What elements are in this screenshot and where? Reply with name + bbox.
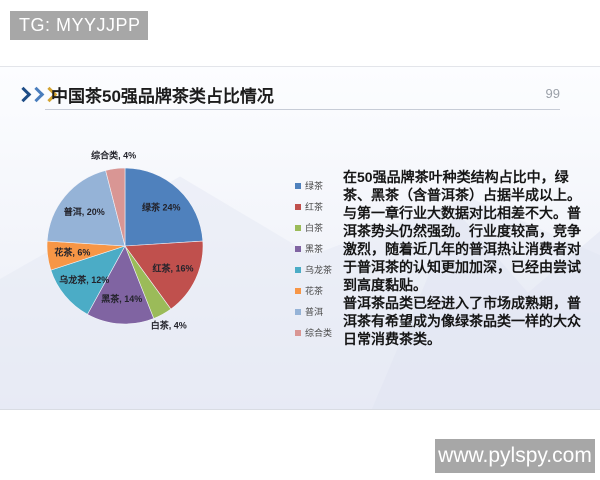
legend-swatch [295,329,301,336]
legend-swatch [295,287,301,294]
legend-label: 花茶 [305,286,324,296]
pie-slice [87,245,155,325]
legend-label: 乌龙茶 [305,265,333,275]
pie-chart: 绿茶 24% 红茶, 16% 白茶, 4% 黑茶, 14% 乌龙茶, 12% 花茶, 6%… [46,150,204,331]
analysis-paragraph: 在50强品牌茶叶种类结构占比中，绿茶、黑茶（含普洱茶）占据半成以上。与第一章行业… [343,169,581,293]
legend-swatch [295,245,301,252]
pie-slice-label: 普洱, 20% [64,206,105,217]
pie-slice-label: 黑茶, 14% [101,293,142,304]
telegram-watermark-text: TG: MYYJJPP [19,15,141,35]
pie-slice [105,167,126,247]
pie-slice-label: 综合类, 4% [91,150,136,161]
legend-label: 白茶 [305,223,324,233]
pie-slice [124,240,204,310]
pie-slice [46,170,126,247]
triple-chevron-icon [15,86,58,103]
legend-swatch [295,203,301,210]
pie-slice-label: 红茶, 16% [152,263,193,274]
legend-label: 黑茶 [305,244,324,254]
legend-label: 红茶 [305,202,324,212]
legend-item: 白茶 [295,221,332,234]
website-watermark-badge: www.pylspy.com [435,439,595,473]
legend-item: 普洱 [295,305,332,318]
pie-slice-label: 乌龙茶, 12% [59,274,109,285]
slide-canvas: 中国茶50强品牌茶类占比情况 99 绿茶 24% 红茶, 16% 白茶, 4% 黑茶,… [0,66,600,410]
pie-slice [124,167,204,247]
analysis-paragraph: 普洱茶品类已经进入了市场成熟期，普洱茶有希望成为像绿茶品类一样的大众日常消费茶类… [343,295,581,347]
title-divider [45,109,560,110]
slide-title: 中国茶50强品牌茶类占比情况 [51,87,274,106]
legend-item: 花茶 [295,284,332,297]
legend-label: 普洱 [305,307,324,317]
telegram-watermark-badge: TG: MYYJJPP [10,11,148,40]
legend-item: 黑茶 [295,242,332,255]
legend-label: 绿茶 [305,181,324,191]
legend-swatch [295,182,301,189]
analysis-text-block: 在50强品牌茶叶种类结构占比中，绿茶、黑茶（含普洱茶）占据半成以上。与第一章行业… [343,168,589,348]
legend-item: 绿茶 [295,179,332,192]
legend-item: 红茶 [295,200,332,213]
pie-slice-label: 绿茶 24% [142,201,181,212]
legend-item: 综合类 [295,326,332,339]
legend-swatch [295,224,301,231]
legend-label: 综合类 [305,328,333,338]
legend-swatch [295,308,301,315]
legend-item: 乌龙茶 [295,263,332,276]
pie-slice-label: 花茶, 6% [54,247,90,258]
website-watermark-text: www.pylspy.com [438,444,592,467]
chart-legend: 绿茶红茶白茶黑茶乌龙茶花茶普洱综合类 [295,179,332,339]
page-number: 99 [545,86,560,101]
legend-swatch [295,266,301,273]
pie-slice-label: 白茶, 4% [151,320,187,331]
slide-title-row: 中国茶50强品牌茶类占比情况 99 [15,82,582,112]
